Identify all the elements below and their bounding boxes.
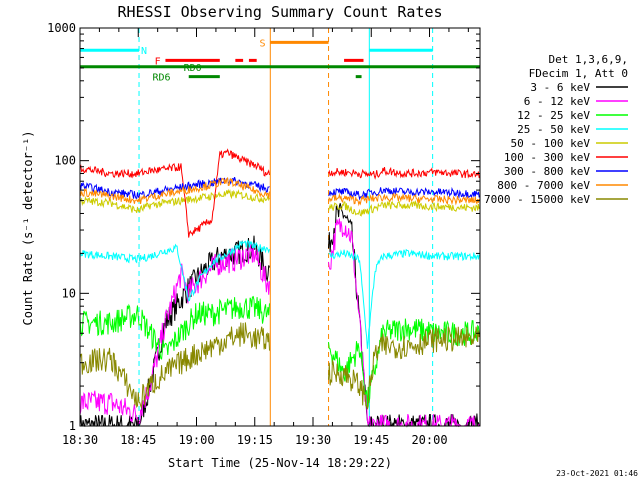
legend-label-2: 12 - 25 keV bbox=[517, 109, 590, 122]
x-tick-label-2: 19:00 bbox=[178, 433, 214, 447]
series-layer bbox=[79, 148, 480, 428]
series-line-7-part-1 bbox=[328, 192, 480, 207]
legend-header-line-1: Det 1,3,6,9, bbox=[549, 53, 628, 66]
flag-bars: N S F RD0 RD6 bbox=[80, 38, 480, 84]
legend-label-7: 800 - 7000 keV bbox=[497, 179, 590, 192]
series-line-1-part-0 bbox=[79, 241, 270, 426]
series-line-1-part-1 bbox=[328, 218, 480, 428]
x-tick-label-4: 19:30 bbox=[295, 433, 331, 447]
legend-label-6: 300 - 800 keV bbox=[504, 165, 590, 178]
series-line-6-part-1 bbox=[328, 186, 480, 201]
x-tick-label-1: 18:45 bbox=[120, 433, 156, 447]
series-line-2-part-0 bbox=[79, 295, 270, 360]
y-axis-label: Count Rate (s⁻¹ detector⁻¹) bbox=[21, 130, 35, 325]
series-line-5-part-0 bbox=[79, 148, 270, 238]
legend-header-line-2: FDecim 1, Att 0 bbox=[529, 67, 628, 80]
series-line-4-part-1 bbox=[328, 199, 480, 217]
footer-timestamp: 23-Oct-2021 01:46 bbox=[556, 469, 638, 478]
flag-label-2: F bbox=[155, 56, 161, 67]
series-line-3-part-0 bbox=[79, 239, 270, 302]
series-line-3-part-1 bbox=[328, 248, 480, 349]
legend-label-3: 25 - 50 keV bbox=[517, 123, 590, 136]
vertical-markers bbox=[79, 28, 434, 426]
y-tick-label-3: 1000 bbox=[47, 21, 76, 35]
series-line-8-part-1 bbox=[328, 326, 480, 410]
flag-label-0: N bbox=[141, 46, 147, 57]
legend-label-5: 100 - 300 keV bbox=[504, 151, 590, 164]
chart-title: RHESSI Observing Summary Count Rates bbox=[117, 3, 442, 21]
plot-frame bbox=[79, 27, 481, 427]
legend-label-1: 6 - 12 keV bbox=[524, 95, 591, 108]
legend-label-0: 3 - 6 keV bbox=[530, 81, 590, 94]
series-line-7-part-0 bbox=[79, 176, 270, 204]
legend-label-8: 7000 - 15000 keV bbox=[484, 193, 590, 206]
series-line-5-part-1 bbox=[328, 166, 480, 180]
axes: 18:30 18:45 19:00 19:15 19:30 19:45 20:00 1 10 10… bbox=[47, 21, 480, 447]
x-tick-label-3: 19:15 bbox=[237, 433, 273, 447]
x-axis-label: Start Time (25-Nov-14 18:29:22) bbox=[168, 456, 392, 470]
series-line-8-part-0 bbox=[79, 322, 270, 408]
y-tick-label-2: 100 bbox=[54, 154, 76, 168]
series-line-4-part-0 bbox=[79, 188, 270, 213]
legend-label-4: 50 - 100 keV bbox=[511, 137, 591, 150]
flag-label-4: RD6 bbox=[153, 73, 171, 84]
x-tick-label-5: 19:45 bbox=[353, 433, 389, 447]
flag-label-1: S bbox=[260, 38, 266, 49]
flag-label-3: RD0 bbox=[184, 63, 202, 74]
y-tick-label-0: 1 bbox=[69, 419, 76, 433]
x-tick-label-0: 18:30 bbox=[62, 433, 98, 447]
y-tick-label-1: 10 bbox=[62, 286, 76, 300]
x-tick-label-6: 20:00 bbox=[411, 433, 447, 447]
